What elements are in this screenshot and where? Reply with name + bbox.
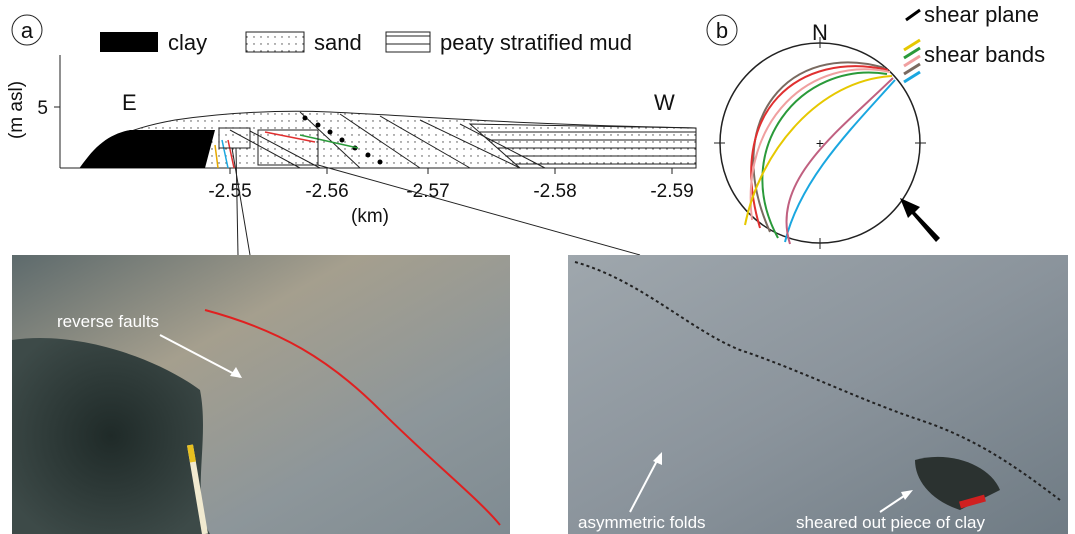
x-tick-label: -2.55 [208, 181, 251, 202]
decoration [378, 160, 383, 165]
decoration [762, 73, 887, 238]
decoration [366, 153, 371, 158]
legend-label: shear plane [924, 2, 1039, 27]
great-circles [745, 62, 895, 244]
clay-body [80, 130, 215, 168]
east-label: E [122, 90, 137, 115]
legend-swatch [906, 10, 920, 20]
panel-b: b + N shear plane shear bands [707, 2, 1045, 249]
legend-swatch [100, 32, 158, 52]
annotation: asymmetric folds [578, 513, 706, 532]
north-label: N [812, 20, 828, 45]
legend-label: sand [314, 30, 362, 55]
y-axis-label: (m asl) [6, 81, 27, 139]
legend-swatch [386, 32, 430, 52]
y-tick-label: 5 [37, 98, 48, 119]
panel-a: a clay sand peaty stratified mud 5 (m as… [6, 15, 696, 255]
decoration [303, 116, 308, 121]
decoration [340, 138, 345, 143]
legend-swatch [246, 32, 304, 52]
x-tick-label: -2.59 [650, 181, 693, 202]
x-tick-label: -2.58 [533, 181, 576, 202]
annotation: reverse faults [57, 312, 159, 331]
legend-label: clay [168, 30, 207, 55]
figure: a clay sand peaty stratified mud 5 (m as… [0, 0, 1075, 534]
decoration [787, 78, 893, 244]
x-axis-label: (km) [351, 206, 389, 227]
x-tick-label: -2.56 [305, 181, 348, 202]
panel-label: b [716, 18, 728, 43]
decoration [328, 130, 333, 135]
photo-right: asymmetric folds sheared out piece of cl… [568, 255, 1068, 534]
photo-left: reverse faults [12, 255, 510, 534]
decoration [316, 123, 321, 128]
decoration [785, 80, 895, 242]
west-label: W [654, 90, 675, 115]
annotation: sheared out piece of clay [796, 513, 986, 532]
decoration [190, 445, 193, 462]
direction-arrow [900, 198, 940, 242]
panel-label: a [21, 18, 34, 43]
x-ticks: -2.55-2.56-2.57-2.58-2.59 [208, 168, 693, 202]
legend-label: shear bands [924, 42, 1045, 67]
legend-label: peaty stratified mud [440, 30, 632, 55]
legend-swatch [904, 40, 920, 82]
